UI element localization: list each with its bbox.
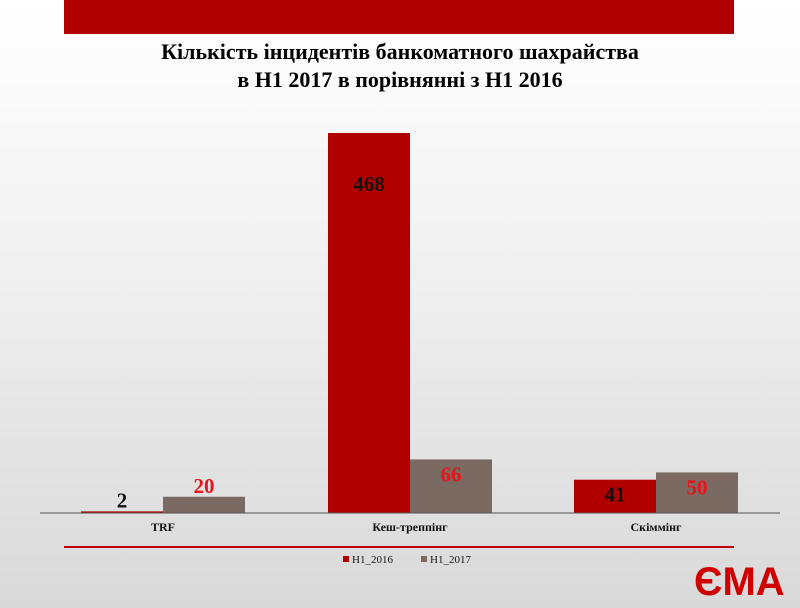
bar-H1_2016-1 [328,133,410,513]
data-label-H1_2016-0: 2 [117,488,128,512]
top-banner [64,0,734,34]
category-label-1: Кеш-треппінг [372,520,448,534]
ema-logo-icon: ЄМА [694,560,785,604]
title-line-2: в H1 2017 в порівнянні з H1 2016 [237,67,563,92]
bar-H1_2017-2 [656,472,738,513]
bar-H1_2017-0 [163,496,245,513]
chart-legend: H1_2016 H1_2017 [343,554,471,566]
legend-label-H1_2016: H1_2016 [352,554,393,566]
legend-label-H1_2017: H1_2017 [430,554,471,566]
logo-mark: ЄМА [694,560,785,604]
title-line-1: Кількість інцидентів банкоматного шахрай… [161,39,639,64]
data-label-H1_2016-2: 41 [605,483,626,507]
data-label-H1_2016-1: 468 [353,172,385,196]
legend-swatch-H1_2017 [421,556,427,562]
legend-swatch-H1_2016 [343,556,349,562]
category-label-2: Скіммінг [631,520,683,534]
page-title: Кількість інцидентів банкоматного шахрай… [0,38,800,94]
data-label-H1_2017-0: 20 [194,474,215,498]
bar-H1_2017-1 [410,459,492,513]
chart-bars: 2 20 468 66 41 50 [81,133,738,513]
data-label-H1_2017-1: 66 [441,462,462,486]
bar-H1_2016-0 [81,511,163,513]
bar-H1_2016-2 [574,479,656,513]
category-labels: TRF Кеш-треппінг Скіммінг [151,520,682,534]
category-label-0: TRF [151,520,175,534]
data-label-H1_2017-2: 50 [687,475,708,499]
